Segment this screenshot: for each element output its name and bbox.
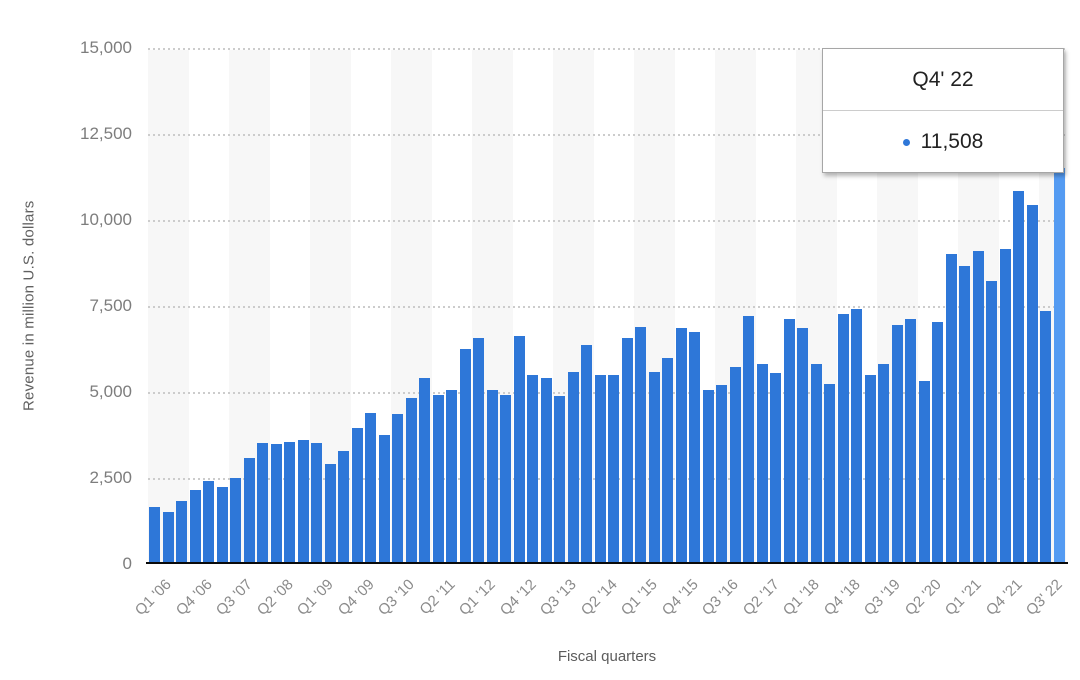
gridline (148, 220, 1066, 222)
gridline (148, 48, 1066, 50)
bar-Q112[interactable] (473, 338, 484, 564)
bar-Q407[interactable] (243, 458, 255, 564)
bar-Q319[interactable] (878, 363, 889, 564)
bar-Q120[interactable] (905, 318, 916, 564)
bar-Q317[interactable] (770, 373, 781, 564)
tooltip: Q4' 22 11,508 (822, 48, 1064, 173)
bar-Q108[interactable] (257, 442, 268, 564)
bar-Q314[interactable] (608, 375, 619, 564)
bar-Q211[interactable] (432, 394, 444, 564)
bar-Q207[interactable] (216, 486, 228, 564)
bar-Q111[interactable] (419, 377, 430, 564)
bar-Q210[interactable] (378, 435, 390, 564)
y-tick-label: 5,000 (89, 382, 132, 401)
tooltip-value: 11,508 (920, 130, 984, 153)
bar-Q121[interactable] (959, 266, 970, 564)
bar-Q315[interactable] (662, 358, 673, 564)
tooltip-value-row: 11,508 (823, 111, 1063, 173)
gridline (148, 478, 1066, 480)
bar-Q322[interactable] (1040, 311, 1051, 564)
bar-Q422[interactable] (1053, 168, 1065, 564)
bar-Q114[interactable] (581, 344, 592, 564)
bar-Q212[interactable] (486, 390, 498, 564)
bar-Q118[interactable] (797, 327, 808, 564)
bar-Q408[interactable] (297, 439, 309, 564)
bar-Q115[interactable] (635, 327, 646, 564)
bar-Q107[interactable] (203, 481, 214, 564)
bar-Q409[interactable] (351, 428, 363, 564)
y-tick-label: 12,500 (80, 124, 132, 143)
bar-Q116[interactable] (689, 332, 700, 564)
gridline (148, 306, 1066, 308)
gridline (148, 392, 1066, 394)
x-axis-line (146, 562, 1068, 564)
bar-Q320[interactable] (932, 321, 943, 564)
bar-Q414[interactable] (621, 338, 633, 564)
bar-Q109[interactable] (311, 443, 322, 564)
bar-Q119[interactable] (851, 309, 862, 564)
bar-Q412[interactable] (513, 336, 525, 564)
bar-Q421[interactable] (999, 248, 1011, 564)
bar-Q308[interactable] (284, 441, 295, 564)
bar-Q417[interactable] (783, 318, 795, 564)
y-tick-label: 15,000 (80, 38, 132, 57)
bar-Q110[interactable] (365, 413, 376, 564)
bar-Q309[interactable] (338, 451, 349, 564)
bar-Q416[interactable] (729, 367, 741, 564)
bar-Q218[interactable] (810, 364, 822, 564)
bar-Q122[interactable] (1013, 191, 1024, 564)
y-tick-label: 0 (122, 554, 132, 573)
gridline (148, 134, 1066, 136)
bar-Q306[interactable] (176, 501, 187, 564)
y-tick-label: 2,500 (89, 468, 132, 487)
bar-Q214[interactable] (594, 374, 606, 564)
bar-Q321[interactable] (986, 280, 997, 564)
bar-Q213[interactable] (540, 377, 552, 564)
y-tick-label: 7,500 (89, 296, 132, 315)
bar-Q208[interactable] (270, 443, 282, 564)
bar-Q312[interactable] (500, 395, 511, 564)
bar-Q216[interactable] (702, 389, 714, 564)
bar-Q413[interactable] (567, 371, 579, 564)
bar-Q219[interactable] (864, 374, 876, 564)
bar-Q209[interactable] (324, 463, 336, 564)
bar-Q106[interactable] (149, 506, 160, 564)
bar-Q217[interactable] (756, 363, 768, 564)
bar-Q221[interactable] (972, 250, 984, 564)
bar-Q419[interactable] (891, 325, 903, 564)
bar-Q206[interactable] (162, 511, 174, 564)
bar-Q311[interactable] (446, 389, 457, 564)
y-tick-label: 10,000 (80, 210, 132, 229)
bar-Q411[interactable] (459, 348, 471, 564)
bar-Q113[interactable] (527, 374, 538, 564)
bar-Q313[interactable] (554, 395, 565, 564)
bar-Q316[interactable] (716, 385, 727, 564)
bar-Q117[interactable] (743, 316, 754, 564)
bar-Q310[interactable] (392, 414, 403, 564)
bar-Q220[interactable] (918, 381, 930, 564)
bar-Q420[interactable] (945, 254, 957, 564)
bar-Q318[interactable] (824, 384, 835, 564)
series-dot-icon (902, 138, 910, 146)
bar-Q222[interactable] (1026, 205, 1038, 564)
bar-Q410[interactable] (405, 397, 417, 564)
tooltip-title: Q4' 22 (823, 49, 1063, 111)
x-axis-title: Fiscal quarters (557, 648, 657, 665)
bar-Q307[interactable] (230, 478, 241, 564)
plot-area (146, 48, 1068, 564)
bar-Q406[interactable] (189, 490, 201, 564)
bar-Q415[interactable] (675, 328, 687, 564)
bar-Q215[interactable] (648, 371, 660, 564)
bar-Q418[interactable] (837, 313, 849, 564)
